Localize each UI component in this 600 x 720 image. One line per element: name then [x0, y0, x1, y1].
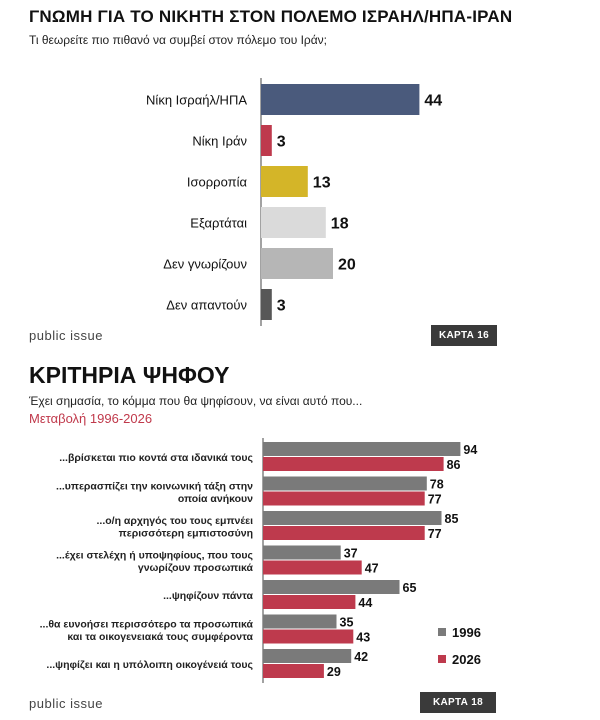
bar	[261, 289, 272, 320]
data-label: 85	[445, 512, 459, 526]
bar-1996	[263, 442, 461, 456]
data-label: 86	[447, 458, 461, 472]
bar-1996	[263, 511, 442, 525]
legend-swatch	[438, 655, 446, 663]
bar-2026	[263, 560, 362, 575]
data-label: 47	[365, 562, 379, 576]
bar-2026	[263, 457, 444, 471]
category-label: Ισορροπία	[187, 175, 248, 190]
category-label: και τα οικογενειακά τους συμφέροντα	[67, 631, 253, 643]
chart-title: ΚΡΙΤΗΡΙΑ ΨΗΦΟΥ	[29, 362, 230, 388]
chart-subtitle: Έχει σημασία, το κόμμα που θα ψηφίσουν, …	[29, 394, 363, 408]
data-label: 13	[313, 175, 331, 192]
data-label: 3	[277, 298, 286, 315]
card-18: ΚΡΙΤΗΡΙΑ ΨΗΦΟΥ Έχει σημασία, το κόμμα πο…	[0, 352, 600, 720]
category-label: Δεν απαντούν	[166, 298, 247, 313]
bar	[261, 166, 308, 197]
category-label: οποία ανήκουν	[178, 493, 253, 505]
bar-2026	[263, 664, 324, 678]
legend-label: 2026	[452, 652, 481, 667]
bar-1996	[263, 614, 337, 629]
category-label: ...θα ευνοήσει περισσότερο τα προσωπικά	[40, 618, 254, 630]
chart-subtitle-change: Μεταβολή 1996-2026	[29, 411, 153, 426]
data-label: 78	[430, 478, 444, 492]
bar-1996	[263, 649, 352, 663]
category-label: Εξαρτάται	[190, 216, 247, 231]
chart-title: ΓΝΩΜΗ ΓΙΑ ΤΟ ΝΙΚΗΤΗ ΣΤΟΝ ΠΟΛΕΜΟ ΙΣΡΑΗΛ/Η…	[29, 7, 513, 26]
legend-label: 1996	[452, 625, 481, 640]
data-label: 37	[344, 547, 358, 561]
data-label: 77	[428, 527, 442, 541]
category-label: γνωρίζουν προσωπικά	[138, 562, 254, 574]
bar-1996	[263, 476, 427, 491]
bar-2026	[263, 595, 356, 609]
bar-1996	[263, 545, 341, 560]
category-label: ...ψηφίζουν πάντα	[163, 590, 253, 602]
data-label: 29	[327, 665, 341, 679]
category-label: ...ψηφίζει και η υπόλοιπη οικογένειά του…	[46, 659, 253, 671]
category-label: ...ο/η αρχηγός του τους εμπνέει	[96, 515, 253, 527]
data-label: 35	[340, 616, 354, 630]
data-label: 44	[358, 596, 372, 610]
category-label: ...υπερασπίζει την κοινωνική τάξη στην	[56, 480, 253, 492]
bar-2026	[263, 629, 354, 644]
data-label: 77	[428, 493, 442, 507]
card-tag: ΚΑΡΤΑ 16	[431, 325, 497, 346]
data-label: 44	[424, 93, 442, 110]
bar	[261, 207, 326, 238]
card-tag: ΚΑΡΤΑ 18	[420, 692, 496, 713]
bar	[261, 125, 272, 156]
bar-2026	[263, 526, 425, 540]
category-label: περισσότερη εμπιστοσύνη	[119, 527, 253, 539]
brand-label: public issue	[29, 696, 103, 711]
category-label: Νίκη Ισραήλ/ΗΠΑ	[146, 93, 247, 108]
bar	[261, 84, 420, 115]
data-label: 94	[463, 443, 477, 457]
data-label: 43	[356, 631, 370, 645]
bar-chart-winner: Νίκη Ισραήλ/ΗΠΑ 44 Νίκη Ιράν 3 Ισορροπία 13 Εξ…	[146, 78, 442, 326]
bar-1996	[263, 580, 400, 594]
category-label: Δεν γνωρίζουν	[163, 257, 247, 272]
data-label: 18	[331, 216, 349, 233]
data-label: 3	[277, 134, 286, 151]
legend-swatch	[438, 628, 446, 636]
data-label: 42	[354, 650, 368, 664]
bar	[261, 248, 333, 279]
category-label: Νίκη Ιράν	[192, 134, 247, 149]
bar-2026	[263, 491, 425, 506]
card-16: ΓΝΩΜΗ ΓΙΑ ΤΟ ΝΙΚΗΤΗ ΣΤΟΝ ΠΟΛΕΜΟ ΙΣΡΑΗΛ/Η…	[0, 0, 600, 352]
category-label: ...έχει στελέχη ή υποψηφίους, που τους	[56, 549, 253, 561]
chart-subtitle: Τι θεωρείτε πιο πιθανό να συμβεί στον πό…	[29, 33, 328, 47]
category-label: ...βρίσκεται πιο κοντά στα ιδανικά τους	[59, 452, 253, 464]
data-label: 20	[338, 257, 356, 274]
data-label: 65	[403, 581, 417, 595]
brand-label: public issue	[29, 328, 103, 343]
